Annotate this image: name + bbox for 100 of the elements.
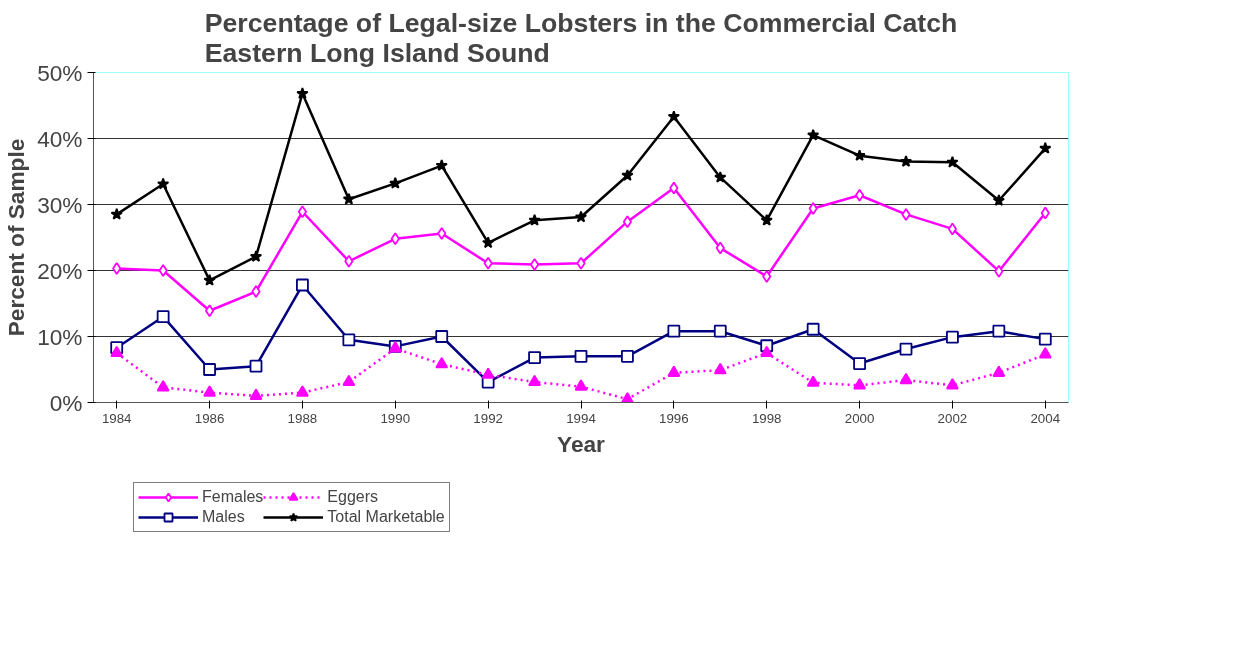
point (762, 270, 772, 283)
x-tick-label: 1994 (566, 410, 597, 426)
point (806, 375, 820, 387)
point (203, 363, 216, 376)
point (528, 351, 541, 365)
point (156, 310, 170, 324)
point (435, 159, 448, 171)
point (530, 258, 540, 271)
point (992, 194, 1005, 206)
point (1038, 347, 1052, 359)
point (713, 324, 727, 338)
x-tick-label: 2002 (937, 410, 968, 426)
x-axis-title: Year (557, 430, 606, 457)
point (528, 374, 541, 387)
point (760, 213, 773, 226)
point (622, 215, 632, 229)
chart-title: Percentage of Legal-size Lobsters in the Commercial Catch Eastern Long Island Sound (204, 7, 958, 68)
x-tick-label: 1984 (101, 410, 133, 426)
y-tick-label: 40% (37, 125, 83, 152)
point (1038, 332, 1052, 346)
point (853, 357, 866, 370)
point (156, 380, 170, 392)
point (205, 304, 215, 318)
point (1040, 206, 1050, 220)
y-tick-label: 50% (37, 59, 83, 86)
legend-label: Males (202, 508, 245, 526)
point (342, 374, 356, 387)
point (112, 262, 122, 275)
y-axis-title: Percent of Sample (3, 138, 30, 337)
point (715, 241, 725, 255)
point (946, 378, 959, 390)
point (855, 188, 865, 202)
point (203, 274, 216, 286)
point (853, 378, 866, 390)
point (249, 359, 263, 373)
point (574, 210, 588, 223)
point (760, 345, 774, 358)
point (574, 349, 588, 363)
y-tick-label: 30% (37, 191, 83, 218)
point (437, 227, 447, 240)
point (249, 250, 263, 262)
point (344, 254, 354, 268)
x-tick-label: 2000 (844, 410, 875, 426)
point (296, 278, 309, 292)
point (901, 208, 911, 221)
point (667, 324, 681, 338)
point (992, 365, 1006, 377)
point (808, 202, 818, 215)
point (342, 333, 356, 347)
point (899, 372, 913, 385)
point (621, 169, 634, 181)
legend-label: Females (202, 488, 264, 506)
point (669, 181, 679, 195)
point (574, 379, 588, 391)
point (158, 264, 168, 277)
point (714, 171, 727, 183)
point (483, 256, 493, 270)
point (435, 356, 449, 369)
point (807, 128, 820, 141)
point (110, 208, 123, 220)
point (853, 149, 866, 162)
x-tick-label: 1998 (751, 410, 782, 426)
point (947, 222, 957, 236)
y-tick-label: 0% (49, 389, 83, 416)
x-tick-label: 1986 (194, 410, 225, 426)
point (992, 324, 1006, 338)
y-tick-label: 10% (37, 323, 83, 350)
point (435, 330, 449, 343)
legend-label: Eggers (327, 488, 379, 506)
x-tick-label: 2004 (1030, 410, 1061, 426)
point (1039, 142, 1052, 154)
point (899, 155, 913, 167)
point (667, 110, 680, 123)
point (389, 176, 402, 189)
x-tick-label: 1996 (659, 410, 689, 426)
point (994, 264, 1004, 278)
point (342, 192, 355, 205)
x-tick-label: 1990 (380, 410, 411, 426)
point (110, 345, 124, 358)
point (667, 365, 681, 377)
x-tick-label: 1992 (473, 410, 503, 426)
point (390, 232, 400, 246)
point (203, 385, 216, 397)
point (297, 205, 307, 219)
point (157, 177, 170, 190)
point (528, 213, 541, 226)
x-tick-label: 1988 (287, 410, 318, 426)
legend-label: Total Marketable (327, 508, 445, 526)
point (251, 285, 261, 299)
point (249, 388, 263, 400)
point (946, 330, 959, 344)
point (481, 367, 495, 379)
point (576, 256, 586, 270)
point (621, 349, 634, 363)
y-tick-label: 20% (37, 257, 83, 284)
point (296, 87, 309, 99)
point (713, 362, 727, 375)
point (946, 155, 959, 168)
point (482, 236, 495, 249)
point (806, 322, 820, 336)
